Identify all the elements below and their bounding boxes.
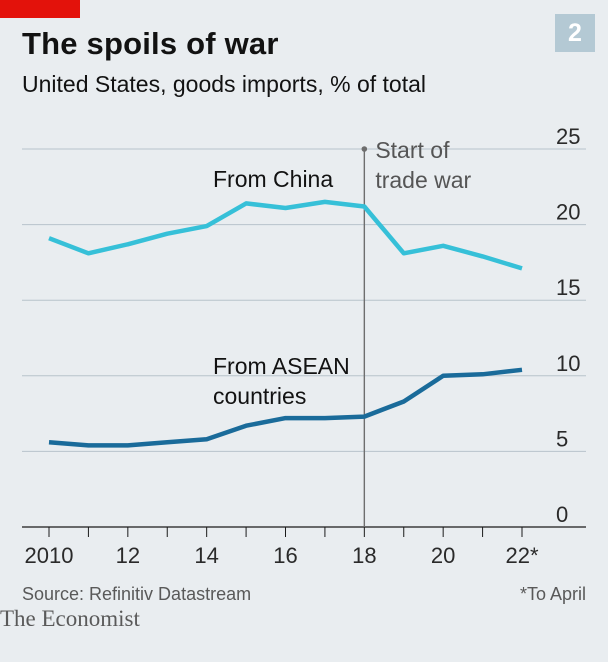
y-tick-label: 20	[556, 200, 580, 225]
chart-subtitle: United States, goods imports, % of total	[22, 71, 426, 97]
x-tick-label: 18	[352, 543, 376, 568]
asean-series-label: countries	[213, 383, 306, 409]
line-chart: 0 5 10 15 20 25 2010 12 14 16 18 20 22* Start of trade…	[22, 124, 586, 568]
china-series-label: From China	[213, 166, 333, 192]
x-tick-label: 12	[116, 543, 140, 568]
y-tick-label: 5	[556, 426, 568, 451]
asean-series-line	[48, 367, 523, 448]
china-series-line	[48, 199, 523, 271]
trade-war-marker-dot	[361, 146, 368, 152]
x-tick-label: 14	[194, 543, 218, 568]
asean-series-label: From ASEAN	[213, 353, 350, 379]
x-tick-label: 16	[273, 543, 297, 568]
chart-number-badge: 2	[555, 14, 595, 52]
x-tick-label: 20	[431, 543, 455, 568]
y-tick-label: 10	[556, 351, 580, 376]
y-tick-label: 15	[556, 275, 580, 300]
source-note: Source: Refinitiv Datastream	[22, 584, 252, 604]
chart-title: The spoils of war	[22, 26, 279, 61]
trade-war-annotation-label: Start of	[375, 137, 450, 163]
publisher-logo: The Economist	[0, 606, 140, 631]
brand-red-tag	[0, 0, 80, 18]
y-tick-label: 25	[556, 124, 580, 149]
x-tick-label: 22*	[505, 543, 538, 568]
y-tick-label: 0	[556, 502, 568, 527]
x-tick-label: 2010	[25, 543, 74, 568]
footnote: *To April	[519, 584, 586, 604]
trade-war-annotation-label: trade war	[375, 167, 471, 193]
